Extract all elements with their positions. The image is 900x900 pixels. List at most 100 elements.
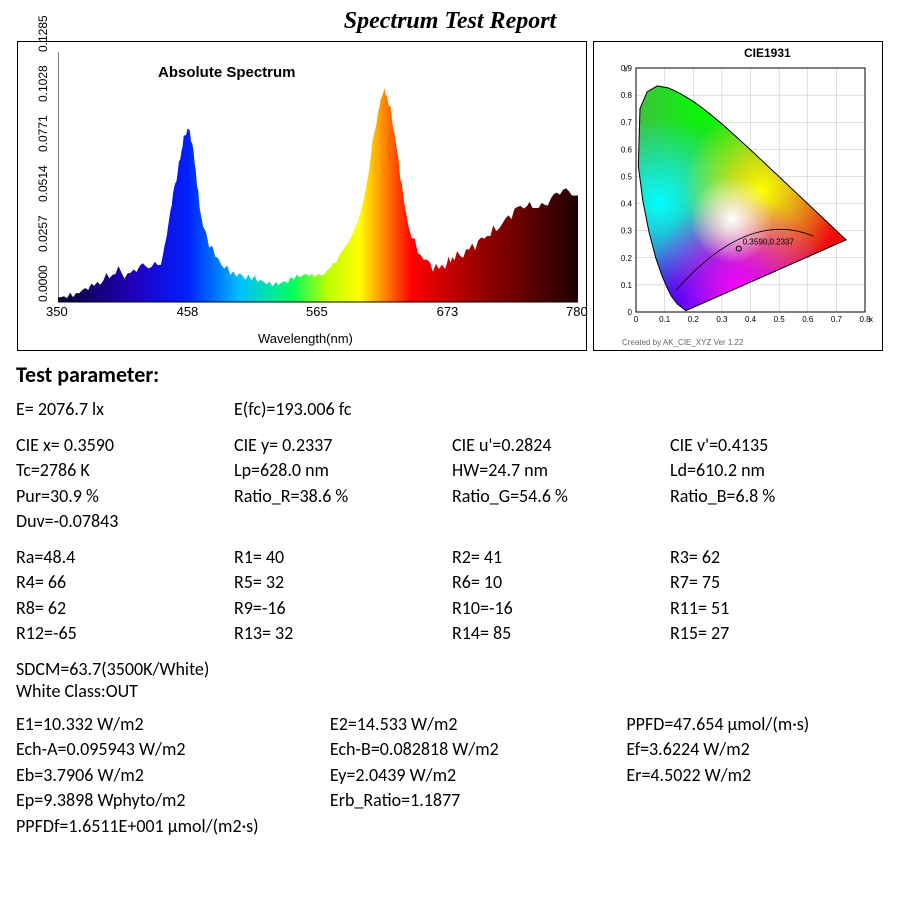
param-cell: R11= 51	[670, 597, 888, 620]
svg-text:0.6: 0.6	[802, 315, 814, 324]
spectrum-xtick: 673	[437, 304, 459, 319]
param-cell: R15= 27	[670, 622, 888, 645]
spectrum-xlabel: Wavelength(nm)	[258, 331, 353, 346]
svg-text:0.1: 0.1	[621, 281, 633, 290]
svg-text:x: x	[869, 315, 873, 324]
svg-text:0.7: 0.7	[621, 118, 633, 127]
param-cell	[626, 789, 888, 812]
param-cell: Erb_Ratio=1.1877	[330, 789, 626, 812]
param-cell: R5= 32	[234, 571, 452, 594]
param-cell: E1=10.332 W/m2	[16, 713, 330, 736]
param-row: Ra=48.4R1= 40R2= 41R3= 62	[16, 546, 888, 569]
param-line: White Class:OUT	[16, 680, 888, 703]
spectrum-xtick: 780	[566, 304, 588, 319]
param-row: Ep=9.3898 Wphyto/m2Erb_Ratio=1.1877	[16, 789, 888, 812]
spectrum-ytick: 0.0771	[36, 115, 50, 152]
param-row: Pur=30.9 %Ratio_R=38.6 %Ratio_G=54.6 %Ra…	[16, 485, 888, 508]
param-cell: R2= 41	[452, 546, 670, 569]
svg-text:0.5: 0.5	[621, 172, 633, 181]
cie-footer: Created by AK_CIE_XYZ Ver 1.22	[622, 338, 743, 347]
param-cell: Ratio_B=6.8 %	[670, 485, 888, 508]
cie-plot: 0.3590,0.233700.10.20.30.40.50.60.70.800…	[618, 60, 873, 330]
parameters-heading: Test parameter:	[16, 361, 888, 388]
svg-text:0.3: 0.3	[621, 227, 633, 236]
param-cell: CIE x= 0.3590	[16, 434, 234, 457]
param-cell: Ech-A=0.095943 W/m2	[16, 738, 330, 761]
svg-text:0.2: 0.2	[688, 315, 700, 324]
param-cell: R7= 75	[670, 571, 888, 594]
param-row: CIE x= 0.3590CIE y= 0.2337CIE u'=0.2824C…	[16, 434, 888, 457]
cie-title: CIE1931	[744, 46, 791, 60]
svg-text:0.6: 0.6	[621, 145, 633, 154]
svg-text:0.7: 0.7	[831, 315, 843, 324]
param-row: R8= 62R9=-16R10=-16R11= 51	[16, 597, 888, 620]
page-title: Spectrum Test Report	[12, 8, 888, 35]
param-cell: Lp=628.0 nm	[234, 459, 452, 482]
param-cell: PPFDf=1.6511E+001 μmol/(m2·s)	[16, 815, 330, 838]
svg-text:0.3: 0.3	[716, 315, 728, 324]
svg-text:0.2: 0.2	[621, 254, 633, 263]
param-row: R12=-65R13= 32R14= 85R15= 27	[16, 622, 888, 645]
parameters-body: E= 2076.7 lxE(fc)=193.006 fcCIE x= 0.359…	[12, 398, 888, 837]
param-cell	[234, 510, 452, 533]
param-cell: CIE y= 0.2337	[234, 434, 452, 457]
param-line: SDCM=63.7(3500K/White)	[16, 658, 888, 681]
param-cell: PPFD=47.654 μmol/(m·s)	[626, 713, 888, 736]
spectrum-xtick: 565	[306, 304, 328, 319]
svg-text:y: y	[624, 63, 628, 72]
param-cell: R12=-65	[16, 622, 234, 645]
svg-text:0.8: 0.8	[621, 91, 633, 100]
param-cell: CIE v'=0.4135	[670, 434, 888, 457]
param-row: PPFDf=1.6511E+001 μmol/(m2·s)	[16, 815, 888, 838]
svg-text:0: 0	[634, 315, 639, 324]
param-cell: R3= 62	[670, 546, 888, 569]
param-cell: Duv=-0.07843	[16, 510, 234, 533]
spectrum-chart: Absolute Spectrum Wavelength(nm) 0.00000…	[17, 41, 587, 351]
param-row: Tc=2786 KLp=628.0 nmHW=24.7 nmLd=610.2 n…	[16, 459, 888, 482]
param-cell: Ef=3.6224 W/m2	[626, 738, 888, 761]
spectrum-xtick: 458	[177, 304, 199, 319]
param-row: Duv=-0.07843	[16, 510, 888, 533]
spectrum-ytick: 0.1028	[36, 65, 50, 102]
param-cell	[452, 510, 670, 533]
param-cell: R9=-16	[234, 597, 452, 620]
spectrum-xtick: 350	[46, 304, 68, 319]
param-cell: Ratio_R=38.6 %	[234, 485, 452, 508]
param-cell: Ey=2.0439 W/m2	[330, 764, 626, 787]
cie-chart: CIE1931 0.3590,0.233700.10.20.30.40.50.6…	[593, 41, 883, 351]
param-cell: Er=4.5022 W/m2	[626, 764, 888, 787]
param-row: Eb=3.7906 W/m2Ey=2.0439 W/m2Er=4.5022 W/…	[16, 764, 888, 787]
param-cell: R8= 62	[16, 597, 234, 620]
param-row: R4= 66R5= 32R6= 10R7= 75	[16, 571, 888, 594]
param-cell: R1= 40	[234, 546, 452, 569]
param-cell	[670, 398, 888, 421]
param-cell: HW=24.7 nm	[452, 459, 670, 482]
svg-text:0.4: 0.4	[621, 200, 633, 209]
spectrum-plot	[58, 52, 578, 312]
param-cell: Eb=3.7906 W/m2	[16, 764, 330, 787]
svg-text:0: 0	[628, 308, 633, 317]
param-cell: E(fc)=193.006 fc	[234, 398, 452, 421]
param-cell: R6= 10	[452, 571, 670, 594]
svg-text:0.1: 0.1	[659, 315, 671, 324]
param-cell: R4= 66	[16, 571, 234, 594]
param-cell	[670, 510, 888, 533]
param-cell: Pur=30.9 %	[16, 485, 234, 508]
spectrum-ytick: 0.0257	[36, 215, 50, 252]
spectrum-ytick: 0.0000	[36, 265, 50, 302]
spectrum-ytick: 0.1285	[36, 15, 50, 52]
param-cell: Ratio_G=54.6 %	[452, 485, 670, 508]
param-cell: E= 2076.7 lx	[16, 398, 234, 421]
param-cell: CIE u'=0.2824	[452, 434, 670, 457]
param-row: Ech-A=0.095943 W/m2Ech-B=0.082818 W/m2Ef…	[16, 738, 888, 761]
param-cell: E2=14.533 W/m2	[330, 713, 626, 736]
svg-text:0.4: 0.4	[745, 315, 757, 324]
param-cell: Ra=48.4	[16, 546, 234, 569]
param-cell: Ech-B=0.082818 W/m2	[330, 738, 626, 761]
param-cell: R13= 32	[234, 622, 452, 645]
param-cell	[330, 815, 626, 838]
param-row: E1=10.332 W/m2E2=14.533 W/m2PPFD=47.654 …	[16, 713, 888, 736]
param-cell	[626, 815, 888, 838]
param-cell: Tc=2786 K	[16, 459, 234, 482]
spectrum-ytick: 0.0514	[36, 165, 50, 202]
